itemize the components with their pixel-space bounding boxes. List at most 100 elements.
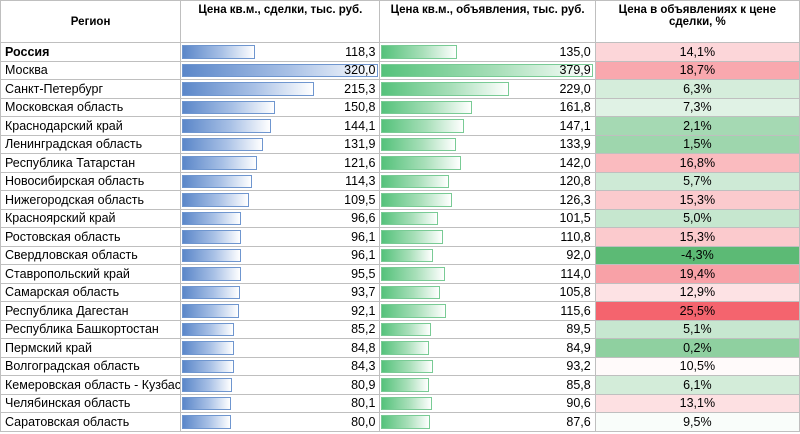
deals-bar xyxy=(182,193,250,207)
listings-value: 379,9 xyxy=(559,63,591,78)
deals-cell: 80,0 xyxy=(180,412,381,432)
region-cell: Россия xyxy=(0,42,182,62)
diff-cell: 6,1% xyxy=(594,375,800,395)
header-diff: Цена в объявлениях к цене сделки, % xyxy=(594,0,800,43)
region-name: Ленинградская область xyxy=(5,137,143,152)
listings-cell: 133,9 xyxy=(379,134,596,154)
deals-value: 150,8 xyxy=(344,100,376,115)
region-cell: Самарская область xyxy=(0,282,182,302)
diff-cell: 5,1% xyxy=(594,319,800,339)
listings-bar xyxy=(381,63,594,77)
deals-value: 121,6 xyxy=(344,155,376,170)
table-row: Нижегородская область 109,5 126,3 15,3% xyxy=(0,190,800,210)
diff-cell: 7,3% xyxy=(594,97,800,117)
deals-cell: 118,3 xyxy=(180,42,381,62)
table-row: Саратовская область 80,0 87,6 9,5% xyxy=(0,412,800,432)
deals-cell: 114,3 xyxy=(180,171,381,191)
deals-bar xyxy=(182,82,315,96)
listings-value: 120,8 xyxy=(559,174,591,189)
listings-cell: 229,0 xyxy=(379,79,596,99)
region-name: Краснодарский край xyxy=(5,118,123,133)
region-cell: Ленинградская область xyxy=(0,134,182,154)
region-cell: Ставропольский край xyxy=(0,264,182,284)
deals-value: 114,3 xyxy=(345,174,376,189)
table-row: Ростовская область 96,1 110,8 15,3% xyxy=(0,227,800,247)
header-listings: Цена кв.м., объявления, тыс. руб. xyxy=(379,0,596,43)
listings-value: 85,8 xyxy=(566,377,591,392)
listings-bar xyxy=(381,211,439,225)
diff-cell: 6,3% xyxy=(594,79,800,99)
region-name: Пермский край xyxy=(5,340,92,355)
deals-bar xyxy=(182,45,255,59)
deals-value: 95,5 xyxy=(351,266,376,281)
listings-bar xyxy=(381,230,444,244)
deals-cell: 320,0 xyxy=(180,60,381,80)
region-cell: Санкт-Петербург xyxy=(0,79,182,99)
deals-cell: 96,6 xyxy=(180,208,381,228)
diff-cell: 1,5% xyxy=(594,134,800,154)
listings-value: 161,8 xyxy=(559,100,591,115)
listings-value: 90,6 xyxy=(566,396,591,411)
diff-cell: -4,3% xyxy=(594,245,800,265)
region-cell: Кемеровская область - Кузбасс xyxy=(0,375,182,395)
listings-bar xyxy=(381,378,430,392)
deals-cell: 84,8 xyxy=(180,338,381,358)
deals-cell: 96,1 xyxy=(180,245,381,265)
deals-cell: 109,5 xyxy=(180,190,381,210)
listings-cell: 92,0 xyxy=(379,245,596,265)
region-name: Саратовская область xyxy=(5,414,130,429)
listings-cell: 379,9 xyxy=(379,60,596,80)
listings-bar xyxy=(381,267,446,281)
region-name: Ростовская область xyxy=(5,229,121,244)
listings-cell: 126,3 xyxy=(379,190,596,210)
listings-value: 135,0 xyxy=(559,44,591,59)
deals-cell: 131,9 xyxy=(180,134,381,154)
listings-cell: 84,9 xyxy=(379,338,596,358)
table-body: Россия 118,3 135,0 14,1% Москва 320,0 379,9 18,… xyxy=(0,42,800,432)
listings-bar xyxy=(381,322,432,336)
deals-bar xyxy=(182,230,242,244)
deals-value: 320,0 xyxy=(344,63,376,78)
listings-bar xyxy=(381,82,510,96)
region-cell: Саратовская область xyxy=(0,412,182,432)
listings-cell: 142,0 xyxy=(379,153,596,173)
listings-bar xyxy=(381,415,431,429)
listings-bar xyxy=(381,341,429,355)
listings-bar xyxy=(381,285,441,299)
listings-value: 84,9 xyxy=(566,340,591,355)
deals-value: 84,3 xyxy=(351,359,376,374)
deals-bar xyxy=(182,211,242,225)
deals-value: 85,2 xyxy=(351,322,376,337)
region-cell: Челябинская область xyxy=(0,393,182,413)
deals-cell: 95,5 xyxy=(180,264,381,284)
region-cell: Московская область xyxy=(0,97,182,117)
table-row: Республика Татарстан 121,6 142,0 16,8% xyxy=(0,153,800,173)
listings-value: 89,5 xyxy=(566,322,591,337)
table-row: Санкт-Петербург 215,3 229,0 6,3% xyxy=(0,79,800,99)
deals-bar xyxy=(182,119,271,133)
listings-value: 87,6 xyxy=(566,414,591,429)
table-row: Краснодарский край 144,1 147,1 2,1% xyxy=(0,116,800,136)
deals-bar xyxy=(182,267,241,281)
region-cell: Красноярский край xyxy=(0,208,182,228)
diff-cell: 2,1% xyxy=(594,116,800,136)
deals-bar xyxy=(182,174,253,188)
table-row: Самарская область 93,7 105,8 12,9% xyxy=(0,282,800,302)
table-row: Пермский край 84,8 84,9 0,2% xyxy=(0,338,800,358)
region-cell: Новосибирская область xyxy=(0,171,182,191)
diff-cell: 25,5% xyxy=(594,301,800,321)
listings-bar xyxy=(381,193,452,207)
header-deals: Цена кв.м., сделки, тыс. руб. xyxy=(180,0,381,43)
deals-value: 131,9 xyxy=(344,137,376,152)
listings-bar xyxy=(381,100,472,114)
listings-bar xyxy=(381,137,457,151)
deals-value: 93,7 xyxy=(351,285,376,300)
region-name: Санкт-Петербург xyxy=(5,81,104,96)
region-cell: Москва xyxy=(0,60,182,80)
deals-bar xyxy=(182,359,234,373)
deals-cell: 150,8 xyxy=(180,97,381,117)
deals-cell: 121,6 xyxy=(180,153,381,173)
table-row: Москва 320,0 379,9 18,7% xyxy=(0,60,800,80)
deals-value: 96,6 xyxy=(351,211,376,226)
diff-cell: 0,2% xyxy=(594,338,800,358)
